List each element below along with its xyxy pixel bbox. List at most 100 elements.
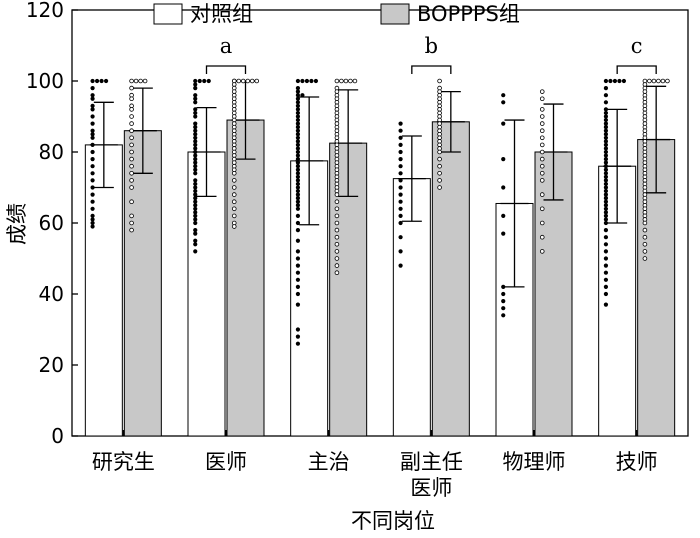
data-point [295,302,301,307]
data-point [295,135,301,140]
data-point [539,114,545,119]
data-point [295,256,301,261]
data-point [501,93,506,98]
data-point [295,100,301,105]
data-point [501,284,506,289]
data-point [129,121,134,126]
data-point [90,78,95,84]
data-point [90,142,95,147]
data-point [90,199,95,204]
data-point [334,213,340,219]
data-point [642,227,648,233]
data-point [642,242,648,247]
data-point [193,203,198,208]
data-point [295,203,301,208]
data-point [129,178,134,183]
data-point [90,121,95,126]
data-point [90,178,95,183]
data-point [603,135,609,140]
data-point [129,163,134,169]
data-point [193,167,198,172]
data-point [193,238,198,243]
data-point [603,199,609,204]
data-point [398,213,403,218]
y-tick-label: 0 [51,424,64,448]
data-point [193,220,198,226]
data-point [295,164,301,169]
data-point [603,164,609,169]
data-point [193,199,198,204]
bar-boppps [431,121,470,437]
data-point [603,132,609,137]
data-point [90,213,95,218]
data-point [539,149,545,155]
data-points [90,78,670,346]
data-point [138,78,143,84]
bars [84,119,676,437]
data-point [295,174,301,179]
data-point [398,121,403,126]
data-point [295,89,301,94]
plot-frame [71,9,689,437]
data-point [254,78,260,84]
data-point [642,256,648,261]
data-point [603,117,609,123]
data-point [603,146,609,151]
data-point [90,132,95,137]
data-point [231,224,237,229]
data-point [398,220,403,226]
data-point [352,78,358,84]
data-point [295,263,301,268]
data-point [603,256,609,261]
data-point [193,142,198,147]
data-point [437,78,442,84]
data-point [398,135,403,140]
data-point [334,199,340,205]
data-point [193,121,198,126]
data-point [603,213,609,218]
data-point [90,107,95,112]
data-point [603,107,609,112]
data-point [313,78,319,84]
data-point [193,149,198,155]
legend-label-boppps: BOPPPS组 [417,2,520,26]
data-point [295,188,301,194]
significance-bracket [411,65,452,74]
data-point [193,192,198,197]
data-point [501,299,506,304]
x-tick-label-line: 医师 [205,450,247,474]
data-point [398,206,403,211]
data-point [90,135,95,140]
data-point [603,93,609,98]
data-point [193,139,198,144]
data-point [603,121,609,126]
data-point [90,217,95,222]
data-point [295,114,301,119]
error-bars [89,80,671,288]
data-point [129,149,134,155]
y-tick-label: 80 [39,140,64,164]
data-point [90,103,95,108]
significance-bracket [205,65,247,74]
data-point [539,171,545,176]
data-point [129,213,134,219]
data-point [193,157,198,162]
data-point [295,185,301,190]
data-point [295,181,301,187]
data-point [90,192,95,197]
data-point [603,110,609,116]
data-point [295,157,301,162]
data-point [231,206,237,212]
data-point [193,135,198,140]
data-point [603,242,609,247]
data-point [129,135,134,141]
data-point [295,270,301,275]
legend-swatch-control [153,3,183,25]
data-point [398,199,403,204]
data-point [608,78,613,84]
data-point [660,78,666,84]
data-point [603,291,609,297]
data-point [501,306,506,311]
data-point [193,178,198,183]
